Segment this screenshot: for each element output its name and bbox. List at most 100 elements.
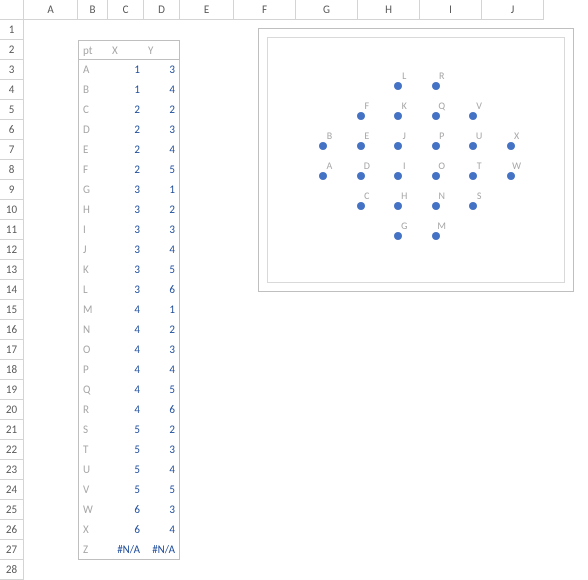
cell-B2[interactable]: pt — [78, 40, 108, 60]
cell-D4[interactable]: 4 — [144, 80, 180, 100]
cell-D7[interactable]: 4 — [144, 140, 180, 160]
cell-C6[interactable]: 2 — [108, 120, 144, 140]
cell-B4[interactable]: B — [78, 80, 108, 100]
cell-C20[interactable]: 4 — [108, 400, 144, 420]
row-header-21[interactable]: 21 — [0, 420, 24, 440]
cell-C18[interactable]: 4 — [108, 360, 144, 380]
cell-B10[interactable]: H — [78, 200, 108, 220]
row-header-7[interactable]: 7 — [0, 140, 24, 160]
cell-C5[interactable]: 2 — [108, 100, 144, 120]
row-header-4[interactable]: 4 — [0, 80, 24, 100]
row-header-12[interactable]: 12 — [0, 240, 24, 260]
row-header-8[interactable]: 8 — [0, 160, 24, 180]
cell-D24[interactable]: 5 — [144, 480, 180, 500]
cell-B21[interactable]: S — [78, 420, 108, 440]
cell-D20[interactable]: 6 — [144, 400, 180, 420]
row-header-23[interactable]: 23 — [0, 460, 24, 480]
cell-D15[interactable]: 1 — [144, 300, 180, 320]
row-header-24[interactable]: 24 — [0, 480, 24, 500]
cell-D3[interactable]: 3 — [144, 60, 180, 80]
row-header-22[interactable]: 22 — [0, 440, 24, 460]
cell-B25[interactable]: W — [78, 500, 108, 520]
cell-B6[interactable]: D — [78, 120, 108, 140]
cell-D8[interactable]: 5 — [144, 160, 180, 180]
cell-C26[interactable]: 6 — [108, 520, 144, 540]
cell-B22[interactable]: T — [78, 440, 108, 460]
cell-D13[interactable]: 5 — [144, 260, 180, 280]
row-header-3[interactable]: 3 — [0, 60, 24, 80]
row-header-1[interactable]: 1 — [0, 20, 24, 40]
cell-C23[interactable]: 5 — [108, 460, 144, 480]
cell-D18[interactable]: 4 — [144, 360, 180, 380]
row-header-26[interactable]: 26 — [0, 520, 24, 540]
cell-C15[interactable]: 4 — [108, 300, 144, 320]
cell-C17[interactable]: 4 — [108, 340, 144, 360]
row-header-5[interactable]: 5 — [0, 100, 24, 120]
row-header-17[interactable]: 17 — [0, 340, 24, 360]
cell-C25[interactable]: 6 — [108, 500, 144, 520]
cell-C27[interactable]: #N/A — [108, 540, 144, 560]
cell-B19[interactable]: Q — [78, 380, 108, 400]
cell-B15[interactable]: M — [78, 300, 108, 320]
cell-D17[interactable]: 3 — [144, 340, 180, 360]
cell-B12[interactable]: J — [78, 240, 108, 260]
cell-C21[interactable]: 5 — [108, 420, 144, 440]
cell-C8[interactable]: 2 — [108, 160, 144, 180]
cell-B8[interactable]: F — [78, 160, 108, 180]
row-header-11[interactable]: 11 — [0, 220, 24, 240]
row-header-13[interactable]: 13 — [0, 260, 24, 280]
row-header-18[interactable]: 18 — [0, 360, 24, 380]
cell-C10[interactable]: 3 — [108, 200, 144, 220]
column-header-E[interactable]: E — [180, 0, 234, 20]
cell-C19[interactable]: 4 — [108, 380, 144, 400]
cell-D9[interactable]: 1 — [144, 180, 180, 200]
row-header-9[interactable]: 9 — [0, 180, 24, 200]
cell-D26[interactable]: 4 — [144, 520, 180, 540]
cell-D14[interactable]: 6 — [144, 280, 180, 300]
cell-D21[interactable]: 2 — [144, 420, 180, 440]
cell-B14[interactable]: L — [78, 280, 108, 300]
cell-D5[interactable]: 2 — [144, 100, 180, 120]
cell-B11[interactable]: I — [78, 220, 108, 240]
row-header-20[interactable]: 20 — [0, 400, 24, 420]
cell-C7[interactable]: 2 — [108, 140, 144, 160]
column-header-G[interactable]: G — [296, 0, 358, 20]
cell-B20[interactable]: R — [78, 400, 108, 420]
cell-C22[interactable]: 5 — [108, 440, 144, 460]
cell-D12[interactable]: 4 — [144, 240, 180, 260]
cell-D11[interactable]: 3 — [144, 220, 180, 240]
cell-D23[interactable]: 4 — [144, 460, 180, 480]
row-header-2[interactable]: 2 — [0, 40, 24, 60]
cell-D16[interactable]: 2 — [144, 320, 180, 340]
cell-B24[interactable]: V — [78, 480, 108, 500]
cell-D2[interactable]: Y — [144, 40, 180, 60]
column-header-J[interactable]: J — [482, 0, 544, 20]
column-header-F[interactable]: F — [234, 0, 296, 20]
cell-C11[interactable]: 3 — [108, 220, 144, 240]
cell-B27[interactable]: Z — [78, 540, 108, 560]
cell-B23[interactable]: U — [78, 460, 108, 480]
cell-B17[interactable]: O — [78, 340, 108, 360]
row-header-25[interactable]: 25 — [0, 500, 24, 520]
row-header-6[interactable]: 6 — [0, 120, 24, 140]
cell-C3[interactable]: 1 — [108, 60, 144, 80]
cell-D10[interactable]: 2 — [144, 200, 180, 220]
scatter-chart[interactable]: ABCDEFGHIJKLMNOPQRSTUVWX — [258, 28, 574, 292]
cell-B16[interactable]: N — [78, 320, 108, 340]
cell-B5[interactable]: C — [78, 100, 108, 120]
corner-select-all[interactable] — [0, 0, 24, 20]
cell-C2[interactable]: X — [108, 40, 144, 60]
cell-C14[interactable]: 3 — [108, 280, 144, 300]
cell-B9[interactable]: G — [78, 180, 108, 200]
column-header-I[interactable]: I — [420, 0, 482, 20]
row-header-27[interactable]: 27 — [0, 540, 24, 560]
column-header-D[interactable]: D — [144, 0, 180, 20]
row-header-15[interactable]: 15 — [0, 300, 24, 320]
cell-D25[interactable]: 3 — [144, 500, 180, 520]
cell-B13[interactable]: K — [78, 260, 108, 280]
cell-C12[interactable]: 3 — [108, 240, 144, 260]
cell-D6[interactable]: 3 — [144, 120, 180, 140]
cell-C24[interactable]: 5 — [108, 480, 144, 500]
cell-C16[interactable]: 4 — [108, 320, 144, 340]
column-header-C[interactable]: C — [108, 0, 144, 20]
